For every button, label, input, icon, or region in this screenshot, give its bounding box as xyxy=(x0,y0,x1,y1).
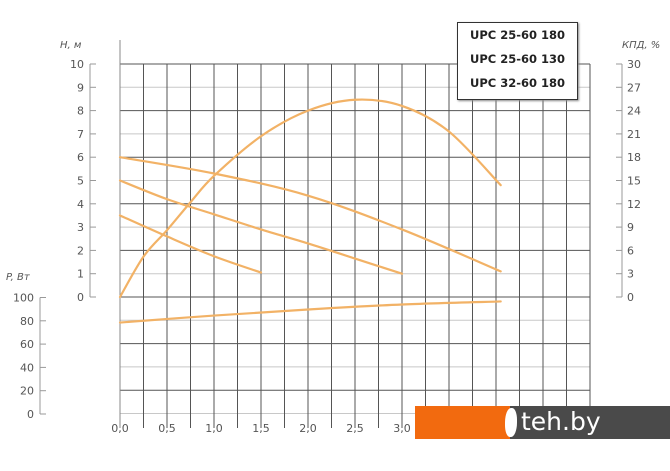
efficiency-tick-label: 15 xyxy=(627,175,641,188)
efficiency-tick-label: 18 xyxy=(627,151,641,164)
head-axis-label: H, м xyxy=(60,40,82,51)
x-tick-label: 1,5 xyxy=(252,422,270,435)
grid xyxy=(119,40,591,428)
head-curve xyxy=(118,156,502,273)
x-tick-label: 2,5 xyxy=(346,422,364,435)
watermark-text: teh.by xyxy=(521,407,601,436)
legend-entry: UPC 25-60 180 xyxy=(470,28,565,42)
efficiency-tick-label: 3 xyxy=(627,268,634,281)
x-tick-label: 2,0 xyxy=(299,422,317,435)
power-tick-label: 60 xyxy=(20,338,34,351)
efficiency-curve xyxy=(118,98,502,299)
efficiency-tick-label: 0 xyxy=(627,291,634,304)
watermark-logo: teh.by xyxy=(415,406,670,439)
x-tick-label: 3,0 xyxy=(393,422,411,435)
efficiency-tick-label: 12 xyxy=(627,198,641,211)
watermark-orange-block xyxy=(415,406,510,439)
power-tick-label: 40 xyxy=(20,361,34,374)
leaf-icon xyxy=(505,408,517,437)
efficiency-tick-label: 30 xyxy=(627,58,641,71)
legend-entry: UPC 32-60 180 xyxy=(470,76,565,90)
head-tick-label: 9 xyxy=(77,81,84,94)
head-tick-label: 2 xyxy=(77,244,84,257)
head-curve xyxy=(118,214,263,274)
head-tick-label: 3 xyxy=(77,221,84,234)
head-tick-label: 7 xyxy=(77,128,84,141)
power-tick-label: 20 xyxy=(20,385,34,398)
head-tick-label: 10 xyxy=(70,58,84,71)
power-tick-label: 0 xyxy=(27,408,34,421)
head-curve xyxy=(118,179,404,275)
curves xyxy=(118,98,502,324)
efficiency-tick-label: 6 xyxy=(627,244,634,257)
x-tick-label: 0,5 xyxy=(158,422,176,435)
head-tick-label: 5 xyxy=(77,175,84,188)
x-tick-label: 1,0 xyxy=(205,422,223,435)
power-curve xyxy=(118,300,502,324)
power-tick-label: 80 xyxy=(20,315,34,328)
head-tick-label: 0 xyxy=(77,291,84,304)
efficiency-tick-label: 24 xyxy=(627,105,641,118)
legend-entry: UPC 25-60 130 xyxy=(470,52,565,66)
head-tick-label: 4 xyxy=(77,198,84,211)
efficiency-tick-label: 21 xyxy=(627,128,641,141)
power-tick-label: 100 xyxy=(13,292,34,305)
head-tick-label: 1 xyxy=(77,268,84,281)
efficiency-tick-label: 27 xyxy=(627,81,641,94)
x-tick-label: 0,0 xyxy=(111,422,129,435)
efficiency-tick-label: 9 xyxy=(627,221,634,234)
head-tick-label: 6 xyxy=(77,151,84,164)
watermark-dark-block xyxy=(510,406,670,439)
axes: 0,0 0,5 1,0 1,5 2,0 2,5 3,00123456789100204060… xyxy=(13,58,641,435)
efficiency-axis-label: КПД, % xyxy=(622,40,660,51)
power-axis-label: P, Вт xyxy=(6,272,31,283)
head-tick-label: 8 xyxy=(77,105,84,118)
legend: UPC 25-60 180 UPC 25-60 130 UPC 32-60 18… xyxy=(457,22,578,100)
